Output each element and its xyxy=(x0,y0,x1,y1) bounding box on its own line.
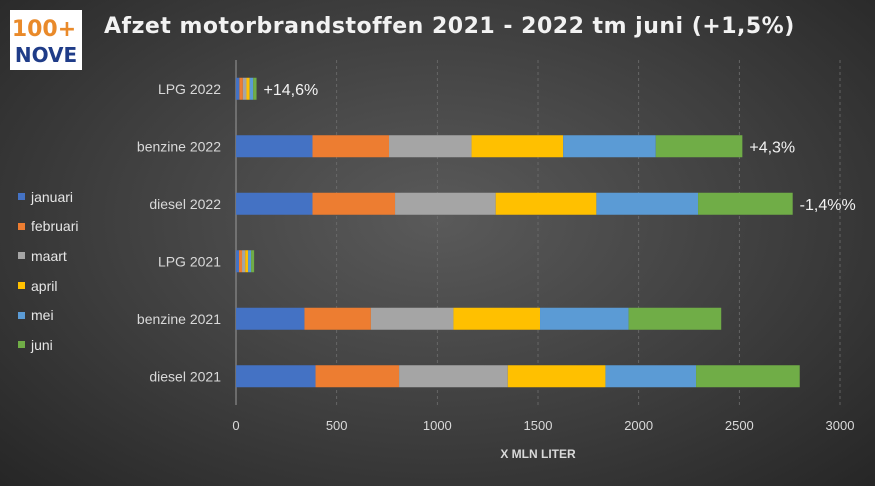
legend-swatch xyxy=(18,222,25,230)
bar-segment-januari xyxy=(236,365,316,388)
legend-swatch xyxy=(18,282,25,290)
bar-segment-april xyxy=(246,77,250,100)
bar-segment-januari xyxy=(236,250,240,273)
y-category-label: diesel 2021 xyxy=(149,368,221,384)
legend-label: juni xyxy=(31,336,53,353)
bar-segment-januari xyxy=(236,192,313,215)
bar-segment-juni xyxy=(251,250,255,273)
bar-segment-april xyxy=(495,192,597,215)
y-category-label: diesel 2022 xyxy=(149,196,221,212)
bar-segment-mei xyxy=(248,250,252,273)
bar-segment-juni xyxy=(696,365,800,388)
logo-top-text: 100+ xyxy=(12,17,76,42)
logo-bottom-text: NOVE xyxy=(15,43,77,67)
legend-item: februari xyxy=(18,212,78,242)
bar-segment-januari xyxy=(236,77,240,100)
x-tick-label: 1000 xyxy=(423,418,452,433)
y-category-label: benzine 2021 xyxy=(137,311,221,327)
bar-segment-februari xyxy=(239,250,243,273)
legend: januari februari maart april mei juni xyxy=(18,182,78,360)
legend-label: februari xyxy=(31,218,79,235)
legend-swatch xyxy=(18,193,25,201)
logo-graphic: 100+ NOVE xyxy=(12,17,77,67)
bar-segment-maart xyxy=(389,135,472,158)
bar-segment-april xyxy=(471,135,564,158)
bar-segment-februari xyxy=(312,192,396,215)
x-tick-label: 2000 xyxy=(624,418,653,433)
bar-segment-mei xyxy=(249,77,254,100)
legend-label: januari xyxy=(31,188,74,205)
bar-segment-juni xyxy=(628,307,722,330)
bar-annotation: +4,3% xyxy=(749,139,795,156)
x-tick-label: 2500 xyxy=(725,418,754,433)
x-tick-label: 500 xyxy=(326,418,348,433)
bar-segment-april xyxy=(453,307,541,330)
legend-item: januari xyxy=(18,182,78,212)
bar-segment-april xyxy=(245,250,249,273)
legend-swatch xyxy=(18,341,25,349)
x-tick-label: 3000 xyxy=(826,418,855,433)
y-category-label: LPG 2021 xyxy=(158,253,221,269)
legend-item: mei xyxy=(18,300,78,330)
bar-segment-juni xyxy=(655,135,743,158)
legend-label: april xyxy=(31,277,58,294)
legend-swatch xyxy=(18,252,25,260)
bar-segment-maart xyxy=(242,77,247,100)
bar-segment-juni xyxy=(253,77,257,100)
x-tick-label: 0 xyxy=(232,418,239,433)
legend-label: maart xyxy=(31,247,67,264)
x-tick-label: 1500 xyxy=(524,418,553,433)
legend-item: maart xyxy=(18,241,78,271)
bar-segment-februari xyxy=(239,77,243,100)
legend-label: mei xyxy=(31,307,54,324)
bar-segment-maart xyxy=(399,365,508,388)
legend-item: juni xyxy=(18,330,78,360)
bar-segment-april xyxy=(507,365,606,388)
bar-segment-mei xyxy=(596,192,699,215)
bar-annotation: -1,4%% xyxy=(800,197,856,214)
legend-item: april xyxy=(18,271,78,301)
bar-segment-mei xyxy=(605,365,697,388)
bar-segment-maart xyxy=(242,250,246,273)
legend-swatch xyxy=(18,311,25,319)
y-category-label: benzine 2022 xyxy=(137,138,221,154)
bar-segment-februari xyxy=(312,135,390,158)
chart-title: Afzet motorbrandstoffen 2021 - 2022 tm j… xyxy=(104,14,795,39)
bar-segment-januari xyxy=(236,135,313,158)
bar-segment-juni xyxy=(698,192,793,215)
y-category-label: LPG 2022 xyxy=(158,81,221,97)
x-axis-title: X MLN LITER xyxy=(500,447,576,461)
bar-segment-maart xyxy=(370,307,454,330)
bar-segment-mei xyxy=(563,135,656,158)
bar-segment-maart xyxy=(395,192,496,215)
bar-segment-januari xyxy=(236,307,305,330)
bar-segment-februari xyxy=(315,365,400,388)
bar-segment-mei xyxy=(540,307,629,330)
bar-segment-februari xyxy=(304,307,371,330)
logo: 100+ NOVE xyxy=(10,10,82,70)
bar-annotation: +14,6% xyxy=(264,82,319,99)
